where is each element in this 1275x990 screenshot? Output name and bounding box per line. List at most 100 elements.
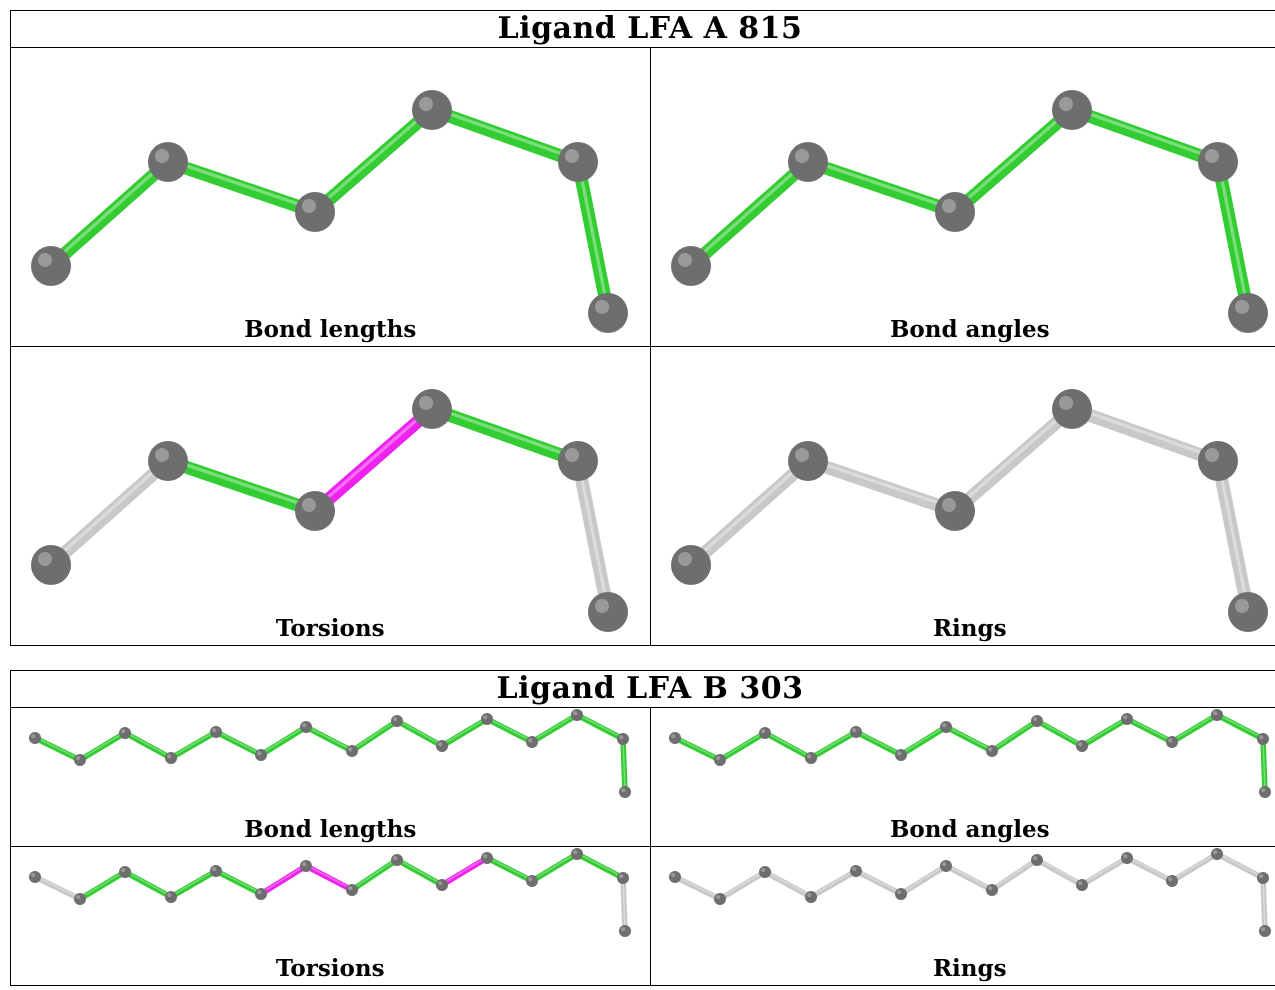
atom-highlight	[941, 862, 946, 867]
atom-highlight	[941, 723, 946, 728]
bond-highlight	[1261, 876, 1266, 931]
atom	[1030, 715, 1043, 727]
bond-highlight	[1215, 458, 1250, 610]
bond-highlight	[531, 713, 578, 742]
bond-highlight	[1216, 852, 1263, 878]
bond-highlight	[1215, 159, 1250, 311]
atom	[1030, 854, 1043, 866]
atom-highlight	[393, 717, 398, 722]
bond-highlight	[1036, 858, 1082, 885]
bond-highlight	[1070, 106, 1219, 162]
ligand-a-title: Ligand LFA A 815	[10, 10, 1275, 48]
atom	[481, 852, 493, 864]
atom	[1197, 441, 1238, 481]
bond-highlight	[34, 736, 81, 760]
atom-highlight	[1204, 448, 1219, 462]
ligand-b-rings-caption: Rings	[932, 955, 1007, 982]
atom	[119, 727, 131, 739]
atom-highlight	[31, 734, 36, 739]
ligand-b-bond-angles-caption: Bond angles	[889, 816, 1050, 843]
bond-highlight	[49, 158, 170, 265]
atom	[617, 733, 629, 745]
bond	[801, 454, 961, 518]
atom	[295, 192, 335, 232]
ligand-a-rings-panel: Rings	[649, 346, 1275, 646]
bond	[44, 155, 175, 273]
bond	[32, 735, 83, 763]
atom-highlight	[806, 893, 811, 898]
atom	[1075, 740, 1088, 752]
bond	[1033, 857, 1085, 888]
bond-highlight	[260, 864, 307, 894]
bond	[807, 729, 859, 761]
atom	[391, 715, 403, 727]
atom	[985, 884, 998, 896]
atom	[300, 721, 312, 733]
atom	[1075, 879, 1088, 891]
bond-highlight	[674, 875, 720, 899]
atom	[894, 888, 907, 900]
atom	[1051, 389, 1092, 429]
atom	[758, 866, 771, 878]
atom	[668, 871, 681, 883]
bond-highlight	[124, 870, 172, 897]
atom	[436, 740, 448, 752]
atom	[29, 732, 41, 744]
atom	[148, 142, 188, 182]
atom-highlight	[595, 300, 609, 314]
atom	[165, 891, 177, 903]
atom-highlight	[1258, 735, 1263, 740]
atom-highlight	[896, 751, 901, 756]
bond-highlight	[396, 858, 443, 885]
bond-highlight	[396, 719, 443, 746]
atom	[210, 726, 222, 738]
bond-highlight	[1171, 852, 1217, 881]
atom	[713, 893, 726, 905]
atom-highlight	[1122, 715, 1127, 720]
atom-highlight	[1032, 856, 1037, 861]
atom	[939, 860, 952, 872]
bond	[213, 868, 264, 897]
bond-highlight	[719, 870, 765, 899]
bond-highlight	[576, 159, 610, 311]
atom-highlight	[302, 498, 316, 512]
bond	[620, 875, 628, 934]
bond-highlight	[215, 869, 262, 894]
bond-highlight	[531, 852, 578, 881]
ligand-a-rings-caption: Rings	[932, 615, 1007, 642]
bond	[32, 874, 83, 902]
ligand-a-bond-lengths-panel: Bond lengths	[10, 47, 651, 347]
atom-highlight	[565, 448, 579, 462]
bond-highlight	[1261, 737, 1266, 792]
atom-highlight	[1167, 877, 1172, 882]
bond-highlight	[576, 458, 610, 610]
atom-highlight	[987, 886, 992, 891]
atom-highlight	[851, 867, 856, 872]
atom	[619, 925, 631, 937]
atom-highlight	[941, 199, 956, 213]
atom-highlight	[1234, 300, 1249, 314]
bond	[1033, 718, 1085, 749]
bond	[1168, 851, 1220, 884]
atom	[668, 732, 681, 744]
ligand-a-torsions-caption: Torsions	[275, 615, 385, 642]
atom-highlight	[121, 868, 126, 873]
atom-highlight	[621, 788, 626, 793]
bond	[684, 454, 814, 572]
bond	[484, 716, 535, 745]
atom	[571, 709, 583, 721]
atom-highlight	[573, 850, 578, 855]
atom-highlight	[1122, 854, 1127, 859]
atom-highlight	[1032, 717, 1037, 722]
bond	[1078, 716, 1130, 749]
atom-highlight	[806, 754, 811, 759]
bond-highlight	[305, 864, 353, 890]
bond-highlight	[1081, 717, 1127, 746]
bond	[77, 730, 128, 763]
atom	[670, 545, 711, 585]
bond	[529, 712, 580, 745]
atom	[670, 246, 711, 286]
atom-highlight	[393, 856, 398, 861]
atom-highlight	[167, 754, 172, 759]
bond-highlight	[1171, 713, 1217, 742]
